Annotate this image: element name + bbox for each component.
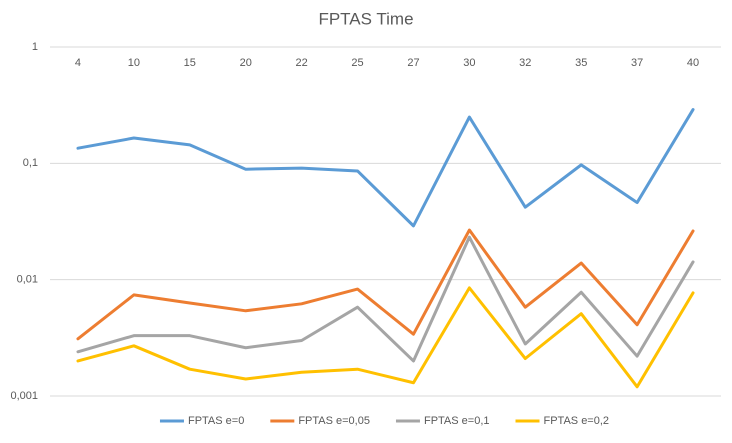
series-line xyxy=(76,235,695,363)
x-tick-label: 20 xyxy=(240,57,252,69)
legend-label: FPTAS e=0,1 xyxy=(424,415,490,427)
x-tick-label: 25 xyxy=(351,57,363,69)
x-tick-label: 37 xyxy=(631,57,643,69)
series-line xyxy=(76,286,695,389)
x-tick-label: 4 xyxy=(75,57,81,69)
x-tick-label: 40 xyxy=(687,57,699,69)
x-tick-label: 35 xyxy=(575,57,587,69)
x-tick-label: 22 xyxy=(296,57,308,69)
legend-label: FPTAS e=0 xyxy=(188,415,244,427)
y-tick-label: 0,01 xyxy=(17,274,38,286)
y-tick-label: 0,001 xyxy=(10,390,38,402)
legend-label: FPTAS e=0,05 xyxy=(298,415,370,427)
x-tick-label: 30 xyxy=(463,57,475,69)
y-tick-label: 0,1 xyxy=(23,157,38,169)
series-line xyxy=(76,108,695,228)
x-tick-label: 32 xyxy=(519,57,531,69)
series-line xyxy=(76,228,695,341)
legend-label: FPTAS e=0,2 xyxy=(544,415,610,427)
y-tick-label: 1 xyxy=(32,41,38,53)
x-tick-label: 10 xyxy=(128,57,140,69)
chart-title: FPTAS Time xyxy=(318,9,413,28)
x-tick-label: 27 xyxy=(407,57,419,69)
x-tick-label: 15 xyxy=(184,57,196,69)
